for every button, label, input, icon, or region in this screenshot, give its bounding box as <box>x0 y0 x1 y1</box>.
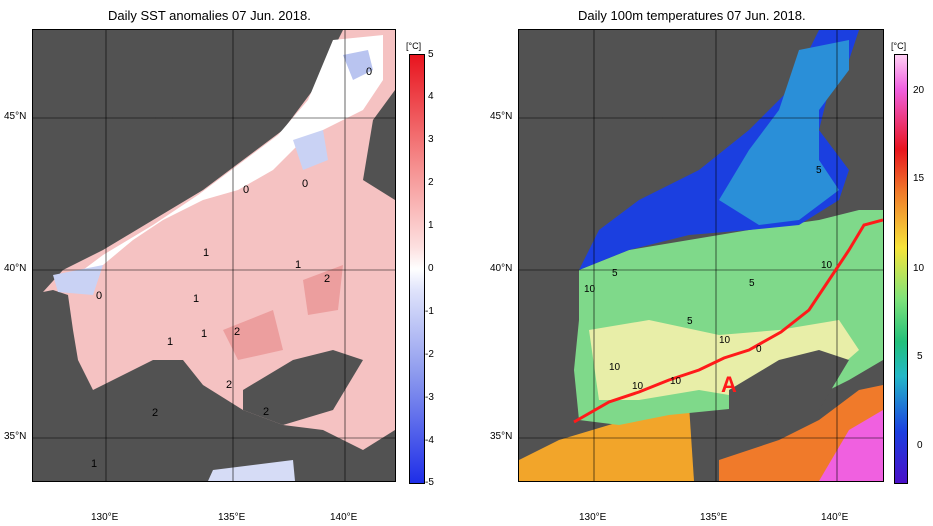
right-contour-label: 5 <box>612 268 618 279</box>
right-colorbar-unit: [°C] <box>891 41 907 51</box>
right-colorbar-tick: 5 <box>917 351 923 362</box>
left-positive-patch-1 <box>223 310 283 360</box>
right-title: Daily 100m temperatures 07 Jun. 2018. <box>578 8 806 23</box>
left-colorbar-tick: 1 <box>428 220 434 231</box>
right-southern-land <box>729 350 849 425</box>
left-grid <box>33 30 395 481</box>
left-contour-label: 2 <box>324 273 330 285</box>
right-lon-label-130: 130°E <box>579 512 607 523</box>
right-contour-label: 10 <box>821 260 833 271</box>
left-colorbar-tick: -3 <box>425 392 434 403</box>
left-lon-label-130: 130°E <box>91 512 119 523</box>
right-map-svg: A 5 5 5 5 10 10 10 10 10 0 10 <box>519 30 884 481</box>
right-contour-label: 5 <box>687 316 693 327</box>
left-negative-patch-1 <box>343 50 373 80</box>
left-colorbar-tick: 5 <box>428 49 434 60</box>
right-contour-label: 10 <box>632 381 644 392</box>
left-colorbar <box>409 54 425 484</box>
left-colorbar-tick: -1 <box>425 306 434 317</box>
left-lat-label-40: 40°N <box>4 263 27 274</box>
left-contour-label: 0 <box>366 66 372 78</box>
right-contour-label: 10 <box>719 335 731 346</box>
right-contour-label: 0 <box>756 344 762 355</box>
left-contour-label: 1 <box>167 336 173 348</box>
left-lat-label-45: 45°N <box>4 111 27 122</box>
left-island <box>155 110 173 134</box>
right-grid <box>519 30 883 481</box>
left-southern-land <box>243 350 363 425</box>
left-lon-label-140: 140°E <box>330 512 358 523</box>
right-colorbar-tick: 10 <box>913 263 925 274</box>
left-negative-patch-4 <box>208 460 295 481</box>
left-lon-label-135: 135°E <box>218 512 246 523</box>
right-lon-label-140: 140°E <box>821 512 849 523</box>
right-lon-label-135: 135°E <box>700 512 728 523</box>
left-title: Daily SST anomalies 07 Jun. 2018. <box>108 8 311 23</box>
left-contour-label: 1 <box>201 328 207 340</box>
left-colorbar-unit: [°C] <box>406 41 422 51</box>
left-contour-label: 2 <box>263 406 269 418</box>
left-colorbar-tick: -2 <box>425 349 434 360</box>
right-contour-label: 10 <box>584 284 596 295</box>
right-colorbar-tick: 15 <box>913 173 925 184</box>
left-colorbar-tick: 2 <box>428 177 434 188</box>
right-colorbar-tick: 0 <box>917 440 923 451</box>
left-contour-label: 1 <box>91 458 97 470</box>
right-lat-label-40: 40°N <box>490 263 513 274</box>
right-colorbar-tick: 20 <box>913 85 925 96</box>
right-warm-water <box>519 405 694 481</box>
left-contour-label: 2 <box>234 326 240 338</box>
left-colorbar-tick: -4 <box>425 435 434 446</box>
left-lat-label-35: 35°N <box>4 431 27 442</box>
right-colorbar <box>894 54 908 484</box>
right-contour-label: 10 <box>609 362 621 373</box>
right-map: A 5 5 5 5 10 10 10 10 10 0 10 <box>518 29 884 482</box>
left-contour-label: 1 <box>193 293 199 305</box>
left-contour-label: 0 <box>96 290 102 302</box>
left-negative-patch-2 <box>293 130 328 170</box>
left-contour-label: 1 <box>295 259 301 271</box>
left-contour-label: 0 <box>302 178 308 190</box>
left-contour-label: 2 <box>226 379 232 391</box>
right-front-line <box>573 218 884 424</box>
right-contour-label: 10 <box>670 376 682 387</box>
right-island <box>645 108 663 132</box>
left-contour-label: 0 <box>243 184 249 196</box>
right-contour-label: 5 <box>816 165 822 176</box>
left-colorbar-tick: -5 <box>425 477 434 488</box>
right-contour-label: 5 <box>749 278 755 289</box>
right-hot-water <box>819 410 883 481</box>
left-map: 0 0 0 0 1 1 1 1 1 2 2 2 2 2 1 <box>32 29 396 482</box>
left-positive-patch-2 <box>303 265 343 315</box>
left-contour-labels: 0 0 0 0 1 1 1 1 1 2 2 2 2 2 1 <box>91 66 372 470</box>
left-map-svg: 0 0 0 0 1 1 1 1 1 2 2 2 2 2 1 <box>33 30 395 481</box>
right-lat-label-35: 35°N <box>490 431 513 442</box>
right-annotation-a: A <box>721 372 737 397</box>
right-lat-label-45: 45°N <box>490 111 513 122</box>
left-contour-label: 1 <box>203 247 209 259</box>
left-contour-label: 2 <box>152 407 158 419</box>
right-contour-labels: 5 5 5 5 10 10 10 10 10 0 10 <box>584 165 833 392</box>
left-colorbar-tick: 0 <box>428 263 434 274</box>
left-colorbar-tick: 4 <box>428 91 434 102</box>
left-negative-patch-3 <box>53 265 103 295</box>
left-colorbar-tick: 3 <box>428 134 434 145</box>
right-cold-water-2 <box>719 40 849 225</box>
